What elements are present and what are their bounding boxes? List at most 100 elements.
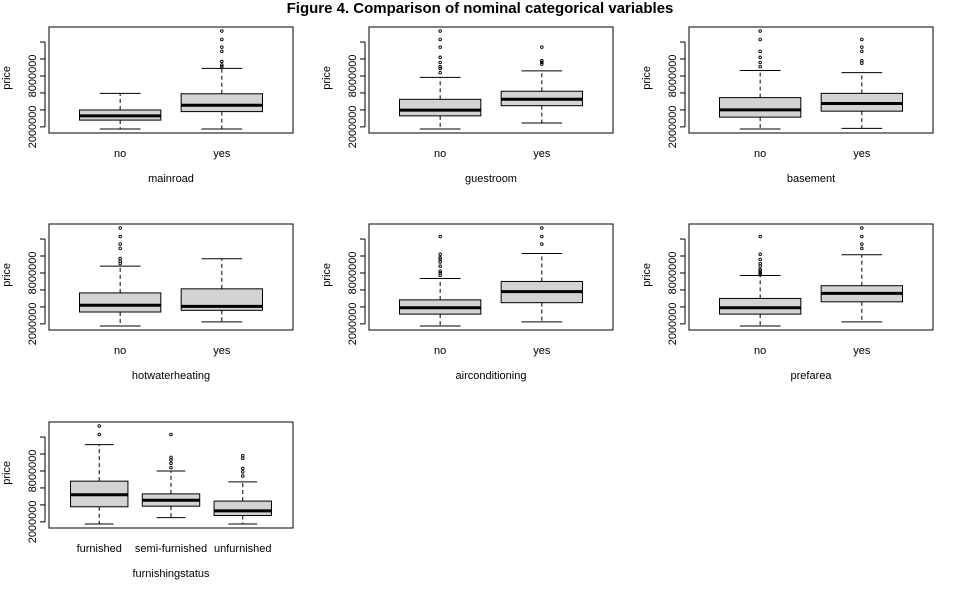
- outlier-point: [220, 64, 224, 69]
- box-furnished: furnished: [70, 424, 129, 555]
- outlier-point: [758, 64, 762, 69]
- y-tick-label: 8000000: [667, 55, 679, 98]
- y-tick-label: 2000000: [667, 302, 679, 345]
- outlier-point: [758, 37, 762, 42]
- outlier-point: [169, 461, 173, 466]
- x-tick-label: yes: [533, 345, 551, 357]
- box-semi-furnished: semi-furnished: [135, 432, 207, 555]
- boxplot-panel-furnishingstatus: 2000000 8000000 price furnishingstatus furni…: [1, 421, 294, 580]
- outlier-point: [118, 234, 122, 239]
- boxplot-panel-guestroom: 2000000 8000000 price guestroom no yes: [321, 26, 614, 185]
- iqr-box: [399, 98, 482, 117]
- outlier-point: [758, 267, 762, 272]
- box-no: no: [79, 226, 162, 357]
- outlier-point: [220, 59, 224, 64]
- outlier-point: [438, 234, 442, 239]
- outlier-point: [758, 29, 762, 33]
- outlier-point: [758, 49, 762, 54]
- iqr-box: [79, 292, 162, 313]
- outlier-point: [438, 64, 442, 69]
- outlier-point: [220, 63, 224, 67]
- outlier-point: [220, 45, 224, 49]
- outlier-point: [860, 45, 864, 49]
- outlier-point: [241, 466, 245, 471]
- box-yes: yes: [820, 226, 904, 357]
- outlier-point: [169, 432, 173, 437]
- y-tick-label: 2000000: [27, 105, 39, 148]
- x-axis-label: guestroom: [465, 173, 517, 185]
- x-axis-label: prefarea: [791, 370, 833, 382]
- y-axis-label: price: [1, 461, 13, 485]
- y-axis-label: price: [1, 66, 13, 90]
- outlier-point: [438, 66, 442, 71]
- box-yes: yes: [180, 258, 264, 357]
- boxplot-panel-basement: 2000000 8000000 price basement no yes: [641, 26, 934, 185]
- boxplot-panel-mainroad: 2000000 8000000 price mainroad no yes: [1, 26, 294, 185]
- y-tick-label: 8000000: [667, 252, 679, 295]
- outlier-point: [438, 255, 442, 260]
- boxplot-panel-hotwaterheating: 2000000 8000000 price hotwaterheating no yes: [1, 223, 294, 382]
- y-axis-label: price: [1, 263, 13, 287]
- x-tick-label: no: [434, 345, 446, 357]
- outlier-point: [758, 55, 762, 60]
- outlier-point: [438, 271, 442, 275]
- x-tick-label: no: [114, 148, 126, 160]
- iqr-box: [213, 500, 272, 517]
- x-axis-label: mainroad: [148, 173, 194, 185]
- y-tick-label: 8000000: [27, 252, 39, 295]
- outlier-point: [438, 37, 442, 42]
- outlier-point: [438, 60, 442, 65]
- y-axis-label: price: [641, 263, 653, 287]
- x-tick-label: unfurnished: [214, 543, 272, 555]
- box-yes: yes: [500, 45, 583, 160]
- box-yes: yes: [500, 226, 583, 357]
- outlier-point: [540, 226, 544, 230]
- box-no: no: [399, 234, 482, 357]
- y-tick-label: 2000000: [27, 500, 39, 543]
- outlier-point: [540, 58, 544, 63]
- plot-frame: [688, 26, 934, 134]
- iqr-box: [180, 93, 264, 113]
- x-tick-label: furnished: [77, 543, 122, 555]
- outlier-point: [438, 29, 442, 33]
- outlier-point: [118, 242, 122, 246]
- plot-frame: [368, 26, 614, 134]
- outlier-point: [540, 242, 544, 246]
- outlier-point: [241, 470, 245, 474]
- outlier-point: [438, 269, 442, 274]
- outlier-point: [860, 49, 864, 54]
- outlier-point: [860, 226, 864, 230]
- outlier-point: [758, 257, 762, 262]
- outlier-point: [97, 432, 101, 437]
- outlier-point: [758, 60, 762, 65]
- outlier-point: [169, 455, 173, 460]
- x-tick-label: yes: [853, 345, 871, 357]
- boxplot-panel-airconditioning: 2000000 8000000 price airconditioning no yes: [321, 223, 614, 382]
- y-axis-label: price: [321, 263, 333, 287]
- outlier-point: [118, 246, 122, 251]
- y-tick-label: 2000000: [347, 105, 359, 148]
- outlier-point: [118, 256, 122, 261]
- x-tick-label: yes: [853, 148, 871, 160]
- outlier-point: [758, 269, 762, 274]
- x-axis-label: hotwaterheating: [132, 370, 210, 382]
- box-no: no: [719, 234, 802, 357]
- outlier-point: [220, 29, 224, 33]
- x-tick-label: semi-furnished: [135, 543, 207, 555]
- plot-frame: [688, 223, 934, 331]
- x-tick-label: no: [754, 148, 766, 160]
- outlier-point: [220, 49, 224, 54]
- outlier-point: [758, 234, 762, 239]
- outlier-point: [540, 62, 544, 66]
- box-no: no: [399, 29, 482, 160]
- outlier-point: [758, 252, 762, 257]
- outlier-point: [860, 234, 864, 239]
- outlier-point: [540, 234, 544, 239]
- plot-frame: [48, 26, 294, 134]
- outlier-point: [758, 261, 762, 266]
- outlier-point: [758, 271, 762, 275]
- outlier-point: [860, 246, 864, 251]
- x-tick-label: yes: [213, 148, 231, 160]
- x-tick-label: no: [434, 148, 446, 160]
